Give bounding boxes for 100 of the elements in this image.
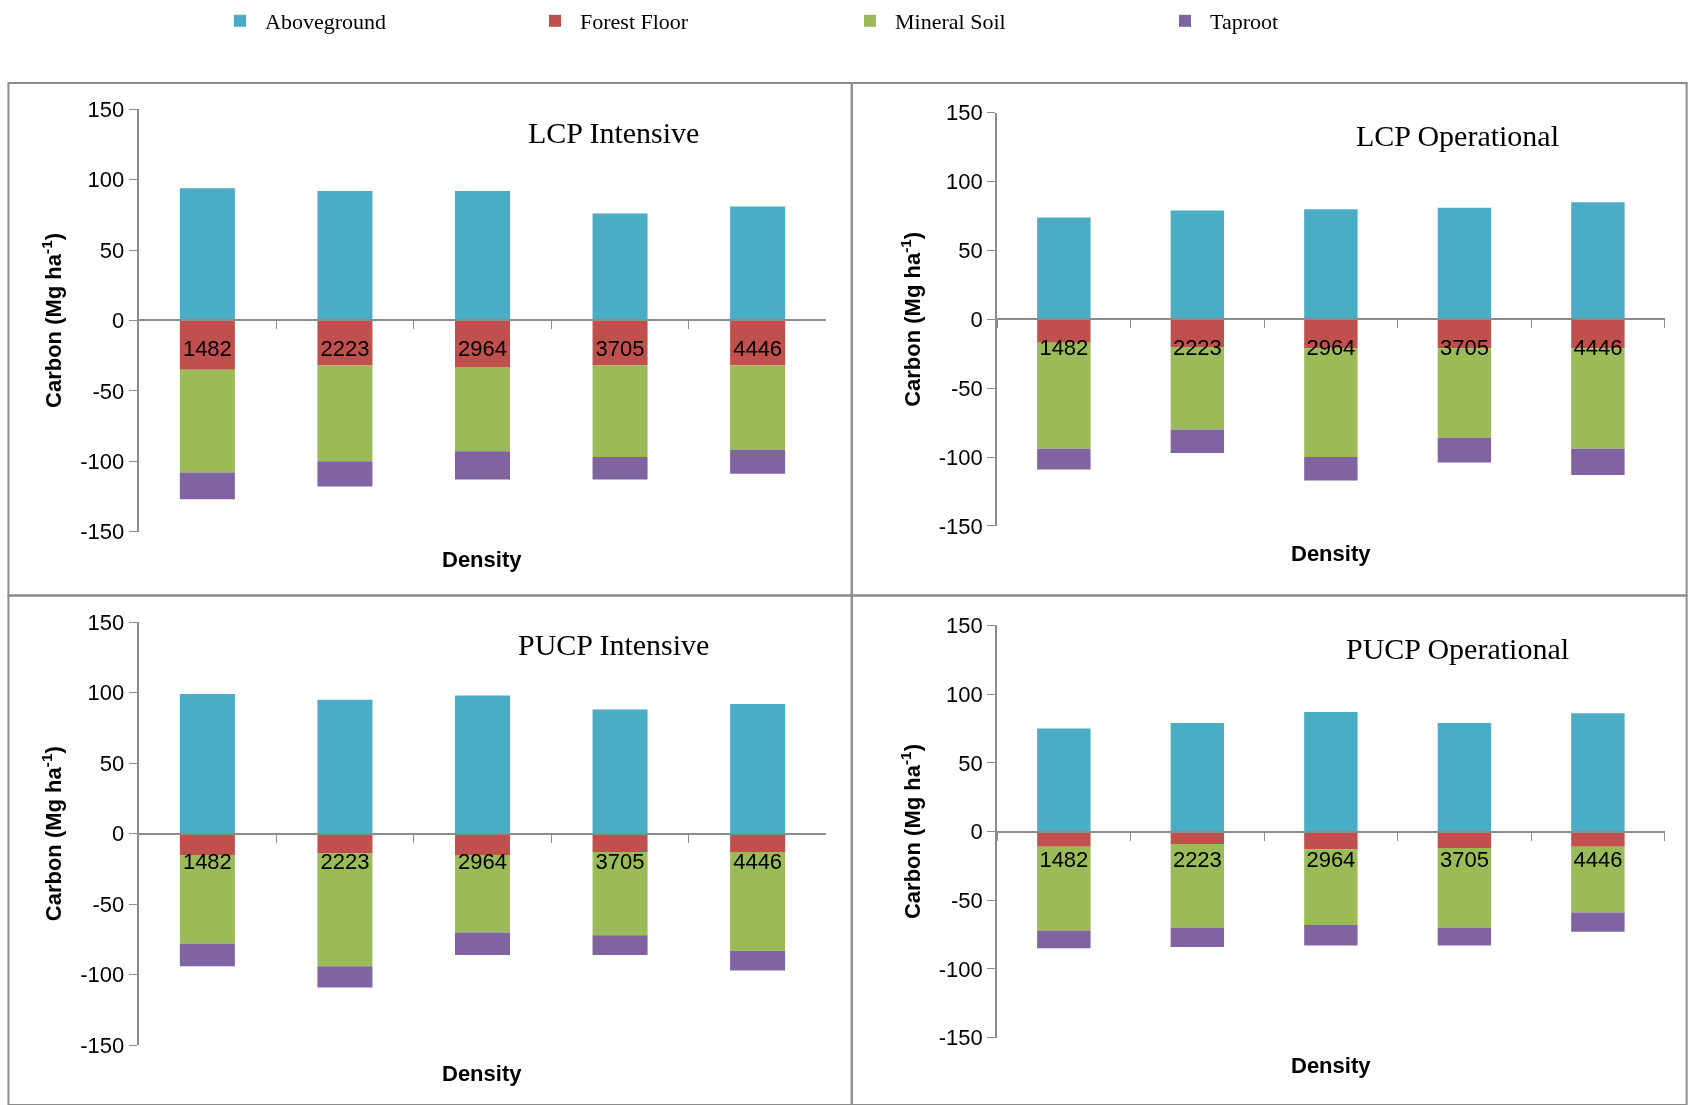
bar (317, 966, 373, 988)
y-tick-label: 0 (111, 821, 125, 847)
x-axis-title: Density (1291, 1053, 1372, 1078)
y-tick-label: 0 (970, 307, 983, 333)
bar (1304, 831, 1358, 850)
legend-label: Mineral Soil (895, 9, 1006, 35)
x-tick-label: 3705 (1439, 846, 1489, 872)
bar (1437, 831, 1492, 848)
bar (1037, 217, 1091, 320)
chart-title: PUCP Intensive (518, 628, 710, 661)
x-tick-label: 1482 (182, 335, 232, 361)
y-tick-label: -100 (938, 444, 983, 470)
bar (454, 833, 511, 855)
bar (730, 365, 786, 450)
chart-title: PUCP Operational (1346, 632, 1570, 665)
legend-label: Aboveground (265, 9, 386, 35)
bar (730, 852, 786, 951)
bar (1170, 429, 1225, 453)
y-tick-label: 100 (945, 169, 983, 195)
bar (592, 213, 648, 321)
chart-title: LCP Operational (1356, 119, 1560, 152)
bar (1037, 448, 1091, 470)
bar (1037, 831, 1091, 847)
x-tick-label: 2223 (320, 335, 370, 361)
bar (1571, 912, 1625, 932)
bar (1571, 713, 1625, 832)
y-tick-label: -50 (950, 375, 983, 401)
y-tick-label: -50 (950, 887, 983, 913)
y-tick-label: 150 (87, 609, 125, 635)
x-axis-title: Density (442, 547, 523, 572)
y-tick-label: -150 (938, 1025, 983, 1051)
bar (592, 833, 648, 853)
bar (179, 472, 235, 500)
y-tick-label: 50 (958, 750, 983, 776)
y-tick-label: -150 (938, 513, 983, 539)
y-tick-label: 50 (99, 237, 125, 263)
bar (730, 449, 786, 474)
y-tick-label: -150 (80, 519, 125, 545)
y-tick-label: 50 (958, 238, 983, 264)
bar (454, 695, 511, 834)
x-tick-label: 2964 (1306, 846, 1356, 872)
x-tick-label: 4446 (1573, 334, 1623, 360)
x-tick-label: 3705 (1439, 334, 1489, 360)
y-tick-label: 100 (87, 167, 125, 193)
bar (1437, 927, 1492, 946)
bar (730, 833, 786, 853)
bar (317, 461, 373, 487)
bar (1037, 846, 1091, 931)
y-tick-label: -50 (92, 378, 125, 404)
x-tick-label: 3705 (595, 335, 645, 361)
bar (1437, 848, 1492, 928)
bar (1170, 722, 1225, 832)
bar (1437, 437, 1492, 463)
bar (1037, 342, 1091, 449)
y-tick-label: -100 (80, 962, 125, 988)
bar (1037, 728, 1091, 832)
bar (592, 456, 648, 480)
x-tick-label: 2964 (1306, 334, 1356, 360)
bar (317, 853, 373, 967)
y-tick-label: 100 (87, 680, 125, 706)
y-tick-label: 150 (945, 613, 983, 639)
y-tick-label: 150 (87, 97, 125, 123)
x-tick-label: 2964 (458, 849, 507, 875)
x-tick-label: 2223 (1172, 846, 1222, 872)
bar (1037, 930, 1091, 949)
bar (454, 366, 511, 452)
y-tick-label: 150 (945, 100, 983, 126)
x-tick-label: 3705 (595, 849, 645, 875)
bar (592, 935, 648, 956)
bar (1304, 711, 1358, 832)
bar (1571, 831, 1625, 847)
bar (454, 451, 511, 480)
y-tick-label: 0 (970, 819, 983, 845)
y-tick-label: -100 (80, 448, 125, 474)
bar (179, 854, 235, 944)
bar (1304, 849, 1358, 925)
bar (1170, 210, 1225, 320)
bar (317, 699, 373, 834)
bar (454, 932, 511, 956)
bar (1437, 207, 1492, 320)
x-tick-label: 1482 (1039, 334, 1089, 360)
y-tick-label: 50 (99, 750, 125, 776)
legend-label: Taproot (1210, 9, 1279, 35)
x-tick-label: 4446 (733, 335, 783, 361)
bar (1571, 448, 1625, 476)
bar (454, 854, 511, 933)
x-tick-label: 4446 (1573, 846, 1623, 872)
bar (1304, 209, 1358, 320)
bar (730, 950, 786, 971)
bar (730, 703, 786, 834)
bar (179, 833, 235, 855)
bar (1304, 457, 1358, 481)
x-tick-label: 4446 (733, 849, 783, 875)
bar (317, 191, 373, 321)
bar (1304, 924, 1358, 946)
chart-title: LCP Intensive (528, 116, 700, 149)
y-tick-label: -50 (92, 891, 125, 917)
y-tick-label: 100 (945, 681, 983, 707)
bar (317, 833, 373, 854)
bar (592, 709, 648, 834)
